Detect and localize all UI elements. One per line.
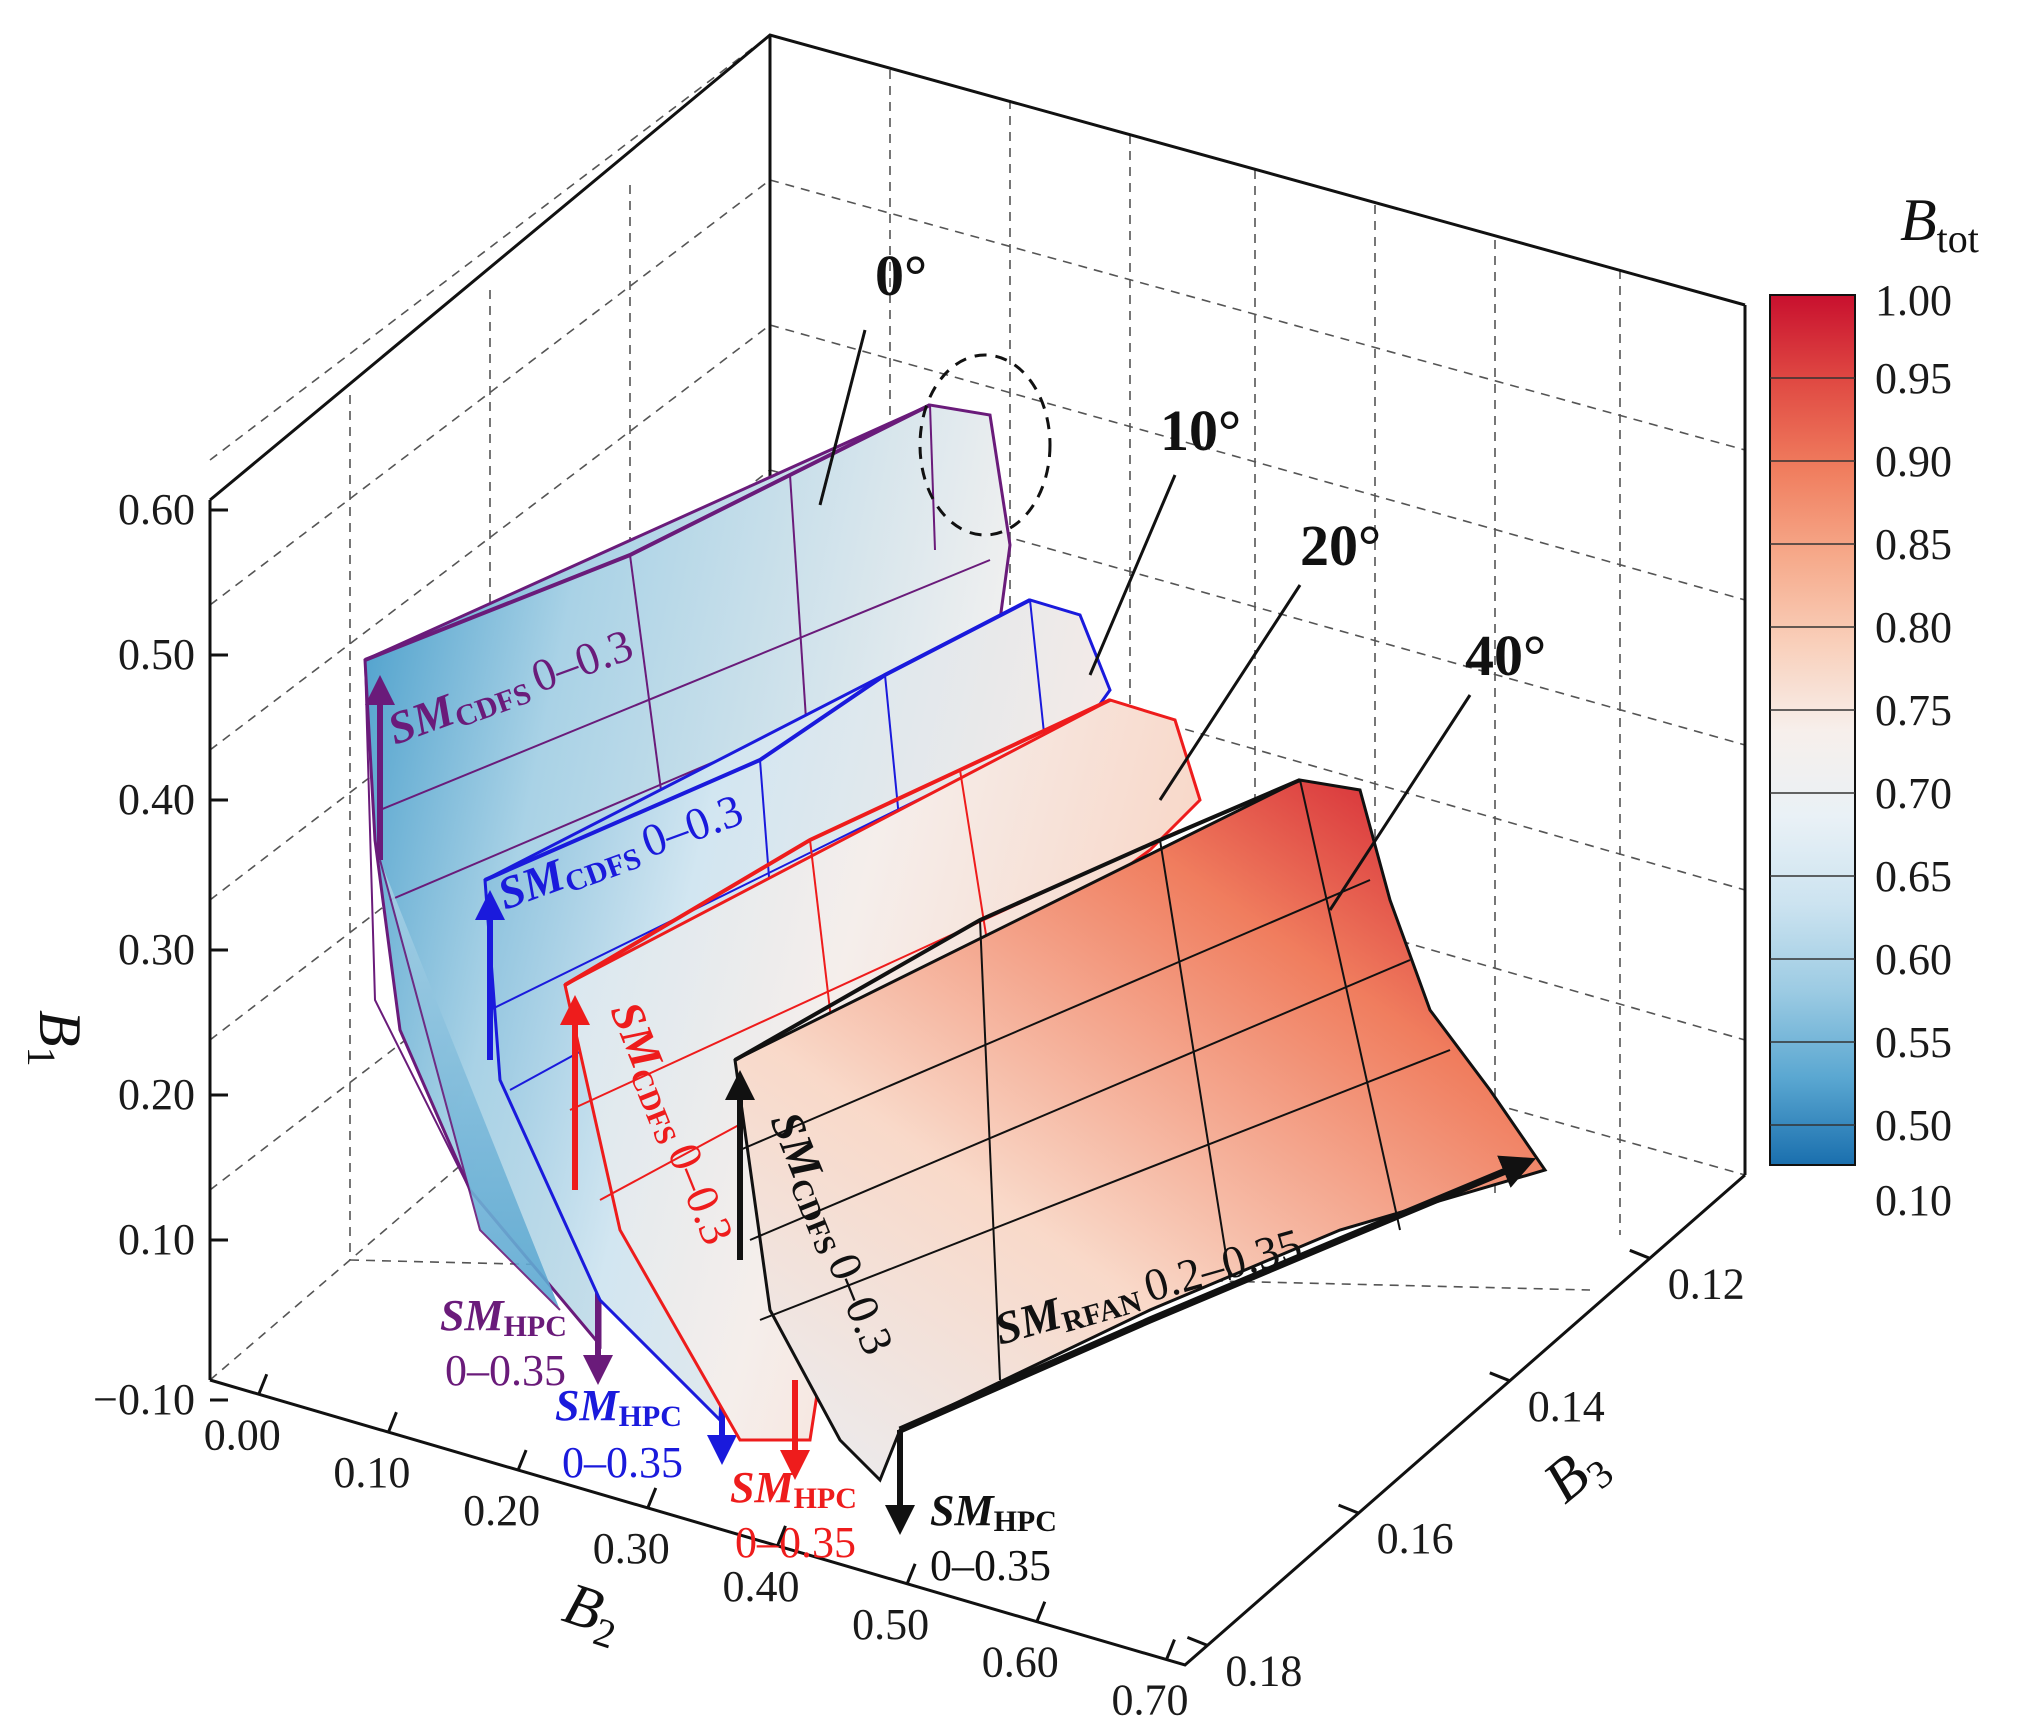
colorbar-tick-label: 0.60 — [1875, 935, 1952, 984]
x-tick-label: 0.20 — [463, 1486, 540, 1535]
z-tick-label: 0.30 — [118, 925, 195, 974]
x-tick-label: 0.50 — [852, 1600, 929, 1649]
x-axis-ticks: 0.00 0.10 0.20 0.30 0.40 0.50 0.60 0.70 — [204, 1373, 1188, 1725]
surface-40deg — [725, 778, 1548, 1535]
z-tick-label: 0.10 — [118, 1215, 195, 1264]
y-axis-label: B3 — [1531, 1428, 1622, 1521]
y-tick-mark — [1186, 1636, 1208, 1647]
blue-hpc-label: SMHPC 0–0.35 — [555, 1381, 683, 1487]
x-tick-label: 0.40 — [722, 1562, 799, 1611]
z-tick-label: 0.60 — [118, 485, 195, 534]
x-tick-label: 0.30 — [593, 1524, 670, 1573]
angle-leaders — [818, 329, 1472, 911]
red-hpc-label: SMHPC 0–0.35 — [730, 1463, 857, 1567]
svg-text:SMHPC: SMHPC — [440, 1291, 567, 1343]
colorbar-tick-label: 0.55 — [1875, 1018, 1952, 1067]
z-tick-label: 0.40 — [118, 775, 195, 824]
svg-text:SMHPC: SMHPC — [730, 1463, 857, 1515]
angle-label-10: 10° — [1160, 398, 1241, 463]
colorbar-gradient — [1769, 294, 1856, 1166]
y-axis-ticks: 0.12 0.14 0.16 0.18 — [1186, 1248, 1745, 1695]
z-tick-label: 0.20 — [118, 1070, 195, 1119]
highlight-ellipse — [918, 353, 1052, 537]
x-tick-mark — [516, 1449, 528, 1471]
x-tick-label: 0.00 — [204, 1410, 281, 1459]
x-tick-mark — [257, 1373, 269, 1395]
colorbar-tick-label: 0.75 — [1875, 686, 1952, 735]
colorbar-tick-label: 0.50 — [1875, 1101, 1952, 1150]
svg-text:SMHPC: SMHPC — [930, 1486, 1057, 1538]
svg-text:0–0.35: 0–0.35 — [562, 1438, 683, 1487]
svg-text:0–0.35: 0–0.35 — [735, 1518, 856, 1567]
x-tick-mark — [387, 1411, 398, 1433]
z-axis-label: B1 — [19, 1010, 93, 1067]
z-axis-ticks: 0.60 0.50 0.40 0.30 0.20 0.10 −0.10 — [93, 485, 228, 1424]
x-tick-mark — [776, 1525, 787, 1547]
y-tick-label: 0.18 — [1225, 1646, 1302, 1695]
colorbar-tick-label: 0.65 — [1875, 852, 1952, 901]
box-grid — [209, 34, 1746, 1381]
y-tick-label: 0.16 — [1377, 1514, 1454, 1563]
x-tick-mark — [905, 1563, 917, 1585]
x-tick-label: 0.70 — [1111, 1676, 1188, 1725]
colorbar-tick-label: 0.70 — [1875, 769, 1952, 818]
colorbar-tick-label: 0.80 — [1875, 603, 1952, 652]
box-frame — [208, 33, 1747, 1667]
y-tick-mark — [1629, 1248, 1651, 1260]
black-hpc-label: SMHPC 0–0.35 — [930, 1486, 1057, 1590]
purple-hpc-label: SMHPC 0–0.35 — [440, 1291, 567, 1395]
colorbar: Btot 1.00 0.95 0.90 0.85 0.80 0.75 0.70 0.65 0.6… — [1769, 187, 1979, 1225]
angle-label-40: 40° — [1465, 623, 1546, 688]
angle-label-0: 0° — [875, 243, 927, 308]
x-tick-label: 0.10 — [333, 1448, 410, 1497]
colorbar-title: Btot — [1900, 187, 1979, 261]
colorbar-tick-label: 0.95 — [1875, 354, 1952, 403]
angle-label-20: 20° — [1300, 513, 1381, 578]
z-tick-label: −0.10 — [93, 1375, 195, 1424]
y-tick-label: 0.12 — [1668, 1259, 1745, 1308]
x-tick-mark — [1165, 1639, 1176, 1661]
x-axis-label: B2 — [554, 1570, 631, 1658]
y-tick-label: 0.14 — [1528, 1382, 1605, 1431]
colorbar-tick-label: 0.85 — [1875, 520, 1952, 569]
colorbar-tick-label: 1.00 — [1875, 276, 1952, 325]
colorbar-tick-label: 0.90 — [1875, 437, 1952, 486]
colorbar-tick-label: 0.10 — [1875, 1176, 1952, 1225]
svg-text:SMHPC: SMHPC — [555, 1381, 682, 1433]
y-tick-mark — [1338, 1503, 1360, 1515]
z-tick-label: 0.50 — [118, 630, 195, 679]
x-tick-label: 0.60 — [982, 1638, 1059, 1687]
y-tick-mark — [1489, 1371, 1511, 1383]
svg-text:0–0.35: 0–0.35 — [445, 1346, 566, 1395]
x-tick-mark — [646, 1487, 658, 1509]
svg-text:0–0.35: 0–0.35 — [930, 1541, 1051, 1590]
x-tick-mark — [1035, 1601, 1047, 1623]
